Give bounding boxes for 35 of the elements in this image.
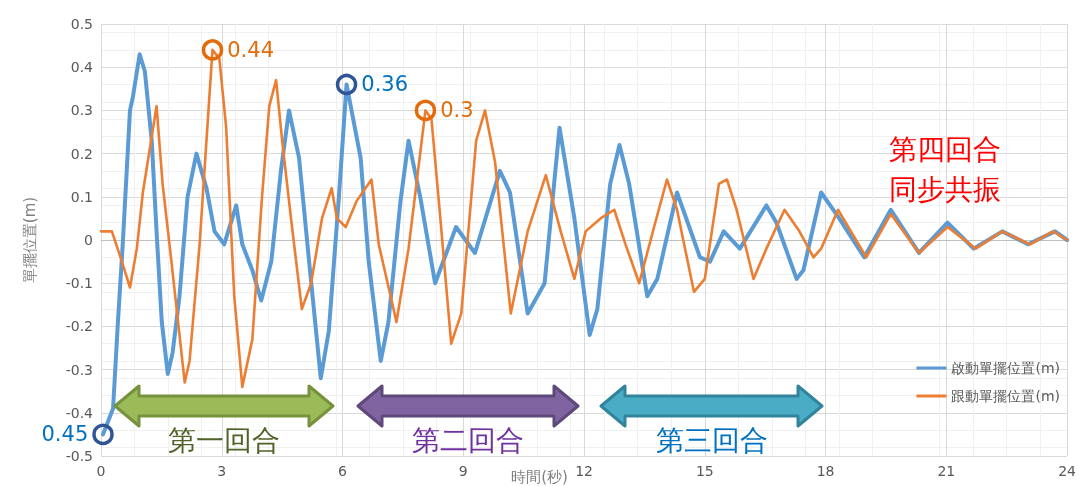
x-tick-label: 0 <box>96 463 106 479</box>
annotation: 0.3 <box>440 98 474 123</box>
y-tick-label: 0.1 <box>70 188 93 205</box>
annotation: 第四回合 <box>888 132 1002 168</box>
y-tick-label: -0.3 <box>65 361 93 378</box>
y-tick-label: -0.4 <box>65 404 94 421</box>
annotation: 第二回合 <box>411 423 525 459</box>
point <box>201 39 224 61</box>
x-tick-label: 21 <box>937 463 956 479</box>
annotation: 0.45 <box>41 422 89 447</box>
legend-label: 啟動單擺位置(m) <box>951 360 1060 376</box>
y-tick-label: 0.5 <box>70 16 93 32</box>
point <box>414 99 437 122</box>
x-tick-label: 12 <box>575 463 593 479</box>
annotation: 第一回合 <box>167 423 281 459</box>
y-tick-label: 0.3 <box>70 102 93 119</box>
x-tick-label: 3 <box>217 463 227 479</box>
annotation: 0.36 <box>361 72 409 97</box>
annotation: 0.44 <box>227 37 275 62</box>
x-tick-label: 6 <box>338 463 348 479</box>
legend-label: 跟動單擺位置(m) <box>951 388 1060 404</box>
y-tick-label: -0.1 <box>65 275 93 292</box>
x-tick-label: 9 <box>458 463 468 479</box>
y-tick-label: 0.4 <box>70 59 94 76</box>
y-axis-title: 單擺位置(m) <box>20 196 39 284</box>
x-tick-label: 24 <box>1058 463 1077 479</box>
y-tick-label: 0.2 <box>70 145 93 162</box>
annotation: 同步共振 <box>888 172 1002 208</box>
y-tick-label: 0 <box>84 232 93 248</box>
y-tick-label: -0.5 <box>65 448 93 464</box>
x-tick-label: 15 <box>695 463 714 479</box>
x-tick-label: 18 <box>816 463 835 479</box>
annotation: 第三回合 <box>654 423 769 459</box>
y-tick-label: -0.2 <box>65 318 93 335</box>
x-axis-title: 時間(秒) <box>511 467 568 486</box>
